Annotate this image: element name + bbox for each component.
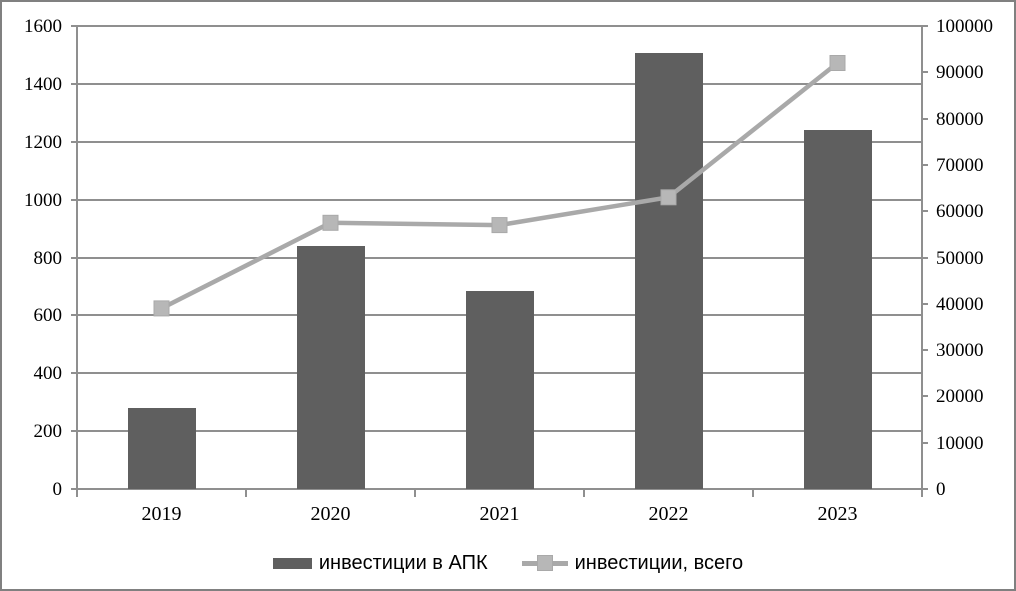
left-axis-tick	[71, 430, 77, 433]
x-axis-label: 2022	[648, 503, 689, 525]
right-axis-tick	[922, 256, 928, 259]
x-axis-label: 2021	[479, 503, 520, 525]
x-axis-label: 2020	[310, 503, 351, 525]
right-axis-tick	[922, 395, 928, 398]
bar-series-swatch	[272, 557, 312, 569]
bar-2021	[465, 290, 534, 489]
y-axis-label-left: 1600	[24, 16, 62, 37]
gridline	[77, 488, 922, 490]
x-axis-tick	[752, 489, 754, 497]
y-axis-label-right: 30000	[936, 340, 984, 362]
right-axis-tick	[922, 302, 928, 305]
y-axis-label-right: 40000	[936, 293, 984, 315]
right-axis-tick	[922, 71, 928, 74]
bar-2020	[296, 245, 365, 489]
left-axis-tick	[71, 372, 77, 375]
y-axis-label-right: 0	[936, 479, 946, 500]
left-axis-tick	[71, 314, 77, 317]
line-swatch-marker-icon	[536, 555, 553, 571]
line-marker-2020	[322, 214, 339, 231]
gridline	[77, 25, 922, 27]
x-axis-label: 2023	[817, 503, 858, 525]
x-axis-tick	[245, 489, 247, 497]
y-axis-label-right: 60000	[936, 201, 984, 223]
y-axis-label-left: 600	[33, 305, 63, 327]
legend-label-line-series: инвестиции, всего	[574, 551, 744, 574]
line-marker-2021	[491, 217, 508, 234]
line-marker-2023	[829, 55, 846, 71]
x-axis-label: 2019	[141, 503, 182, 525]
left-axis-line	[76, 26, 78, 497]
y-axis-label-right: 10000	[936, 432, 984, 454]
right-axis-tick	[922, 117, 928, 120]
right-axis-tick	[922, 441, 928, 444]
y-axis-label-left: 200	[33, 421, 63, 443]
y-axis-label-right: 20000	[936, 386, 984, 408]
left-axis-tick	[71, 198, 77, 201]
bar-2019	[127, 407, 196, 489]
y-axis-label-right: 90000	[936, 62, 984, 84]
y-axis-label-left: 1000	[24, 189, 62, 211]
y-axis-label-right: 80000	[936, 108, 984, 130]
left-axis-tick	[71, 488, 77, 490]
y-axis-label-right: 70000	[936, 154, 984, 176]
line-series-swatch	[521, 555, 568, 571]
gridline	[77, 256, 922, 259]
gridline	[77, 140, 922, 143]
y-axis-label-left: 1400	[24, 73, 62, 95]
bar-2022	[634, 53, 703, 489]
right-axis-tick	[922, 25, 928, 27]
y-axis-label-left: 400	[33, 363, 63, 385]
x-axis-tick	[414, 489, 416, 497]
gridline	[77, 82, 922, 85]
gridline	[77, 198, 922, 201]
x-axis-tick	[583, 489, 585, 497]
bar-2023	[803, 130, 872, 489]
right-axis-tick	[922, 488, 928, 490]
left-axis-tick	[71, 25, 77, 27]
right-axis-tick	[922, 210, 928, 213]
y-axis-label-left: 800	[33, 247, 63, 269]
trend-line	[160, 61, 839, 311]
y-axis-label-right: 50000	[936, 247, 984, 269]
left-axis-tick	[71, 256, 77, 259]
legend-label-bar-series: инвестиции в АПК	[318, 551, 488, 574]
right-axis-line	[921, 26, 923, 489]
y-axis-label-left: 0	[52, 479, 63, 500]
left-axis-tick	[71, 140, 77, 143]
left-axis-tick	[71, 82, 77, 85]
y-axis-label-right: 100000	[936, 16, 993, 37]
right-axis-tick	[922, 349, 928, 352]
x-axis-tick	[921, 489, 923, 497]
x-axis-tick	[76, 489, 78, 497]
legend-item-bar-series: инвестиции в АПК	[272, 551, 488, 575]
legend-item-line-series: инвестиции, всего	[521, 551, 744, 575]
legend: инвестиции в АПК инвестиции, всего	[2, 544, 1014, 582]
right-axis-tick	[922, 163, 928, 166]
y-axis-label-left: 1200	[24, 131, 62, 153]
